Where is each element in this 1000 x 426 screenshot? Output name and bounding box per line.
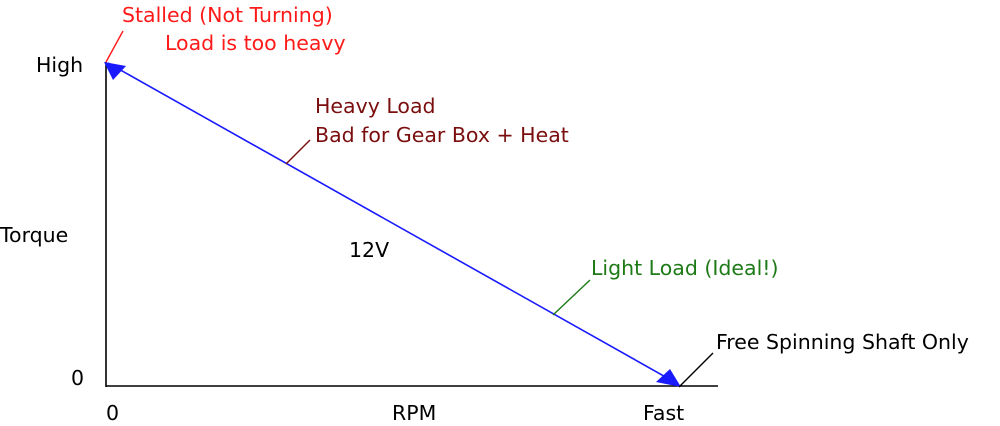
- free-annotation: Free Spinning Shaft Only: [716, 330, 969, 354]
- stalled-annotation-line2: Load is too heavy: [165, 31, 346, 55]
- free-leader: [678, 352, 714, 388]
- torque-rpm-line: [107, 62, 679, 385]
- heavy-leader: [285, 139, 311, 165]
- x-fast-label: Fast: [643, 401, 684, 425]
- heavy-annotation-line2: Bad for Gear Box + Heat: [315, 123, 569, 147]
- arrowhead-fast: [656, 369, 681, 387]
- stalled-annotation-line1: Stalled (Not Turning): [122, 3, 333, 27]
- voltage-label: 12V: [349, 238, 389, 262]
- x-zero-label: 0: [106, 401, 119, 425]
- light-annotation: Light Load (Ideal!): [591, 256, 779, 280]
- heavy-annotation-line1: Heavy Load: [315, 94, 436, 118]
- x-axis-title: RPM: [392, 401, 436, 425]
- light-leader: [552, 279, 591, 316]
- y-zero-label: 0: [71, 366, 84, 390]
- arrowhead-high: [104, 62, 126, 80]
- stalled-leader: [105, 30, 124, 63]
- y-high-label: High: [36, 53, 83, 77]
- y-axis-title: Torque: [0, 223, 68, 247]
